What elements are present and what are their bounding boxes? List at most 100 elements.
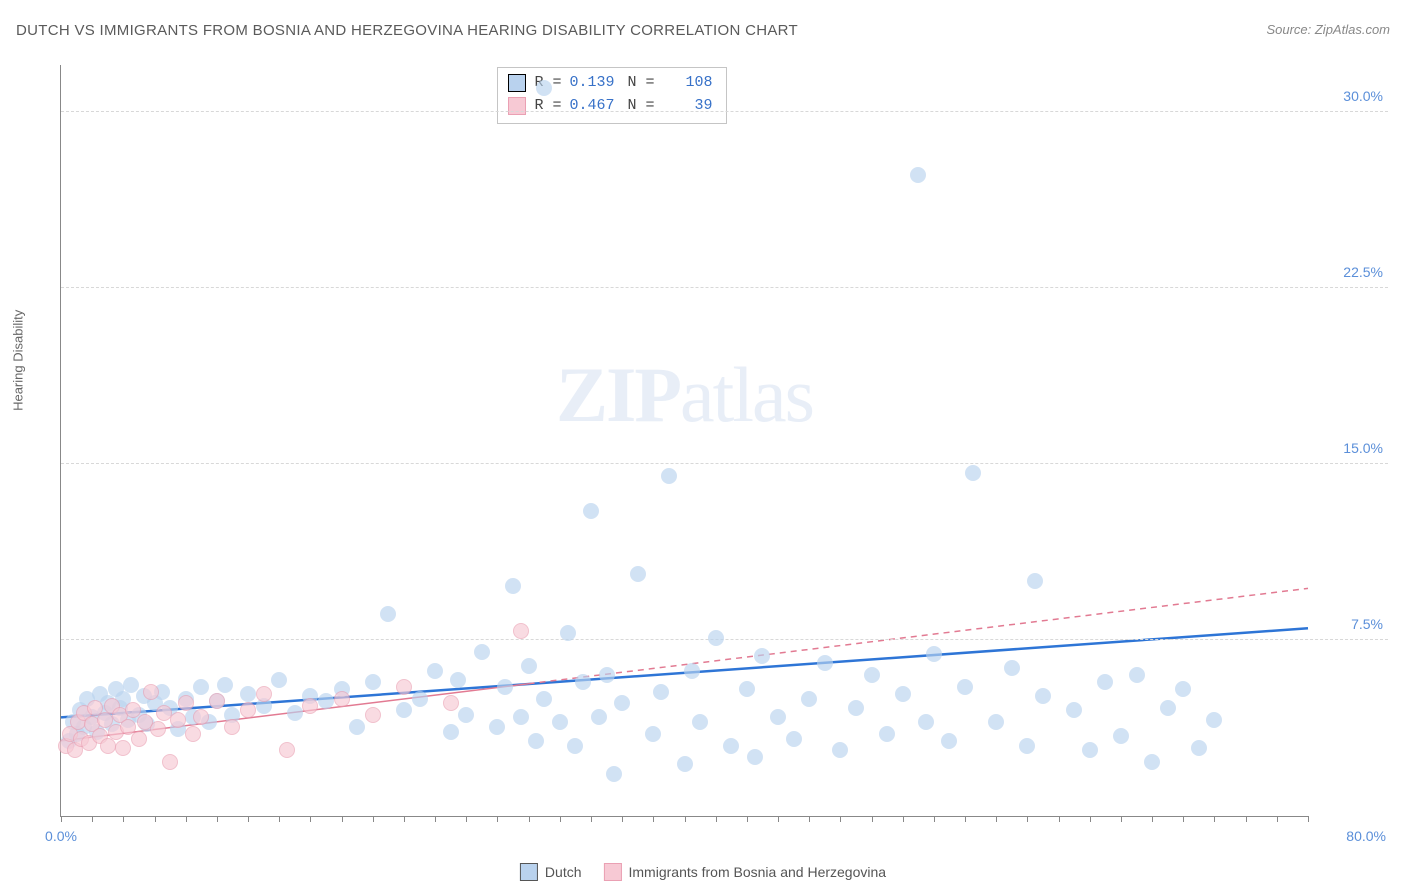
stat-r-label: R =	[534, 95, 561, 118]
data-point	[708, 630, 724, 646]
legend-item: Dutch	[520, 863, 582, 881]
data-point	[365, 674, 381, 690]
data-point	[747, 749, 763, 765]
stat-n-label: N =	[627, 72, 654, 95]
stats-row: R =0.467N =39	[508, 95, 712, 118]
data-point	[380, 606, 396, 622]
y-tick-label: 7.5%	[1351, 616, 1383, 632]
x-tick	[217, 816, 218, 822]
x-tick	[747, 816, 748, 822]
x-tick-label: 0.0%	[45, 828, 77, 844]
data-point	[240, 702, 256, 718]
x-tick	[310, 816, 311, 822]
data-point	[1004, 660, 1020, 676]
data-point	[926, 646, 942, 662]
data-point	[801, 691, 817, 707]
data-point	[1206, 712, 1222, 728]
data-point	[458, 707, 474, 723]
y-tick-label: 30.0%	[1343, 88, 1383, 104]
data-point	[1113, 728, 1129, 744]
data-point	[170, 712, 186, 728]
data-point	[575, 674, 591, 690]
data-point	[131, 731, 147, 747]
data-point	[653, 684, 669, 700]
data-point	[786, 731, 802, 747]
data-point	[560, 625, 576, 641]
data-point	[630, 566, 646, 582]
stat-n-value: 108	[662, 72, 712, 95]
data-point	[287, 705, 303, 721]
data-point	[271, 672, 287, 688]
data-point	[334, 691, 350, 707]
data-point	[918, 714, 934, 730]
stat-r-value: 0.467	[569, 95, 619, 118]
x-tick	[996, 816, 997, 822]
data-point	[606, 766, 622, 782]
data-point	[661, 468, 677, 484]
data-point	[965, 465, 981, 481]
x-tick	[809, 816, 810, 822]
data-point	[692, 714, 708, 730]
data-point	[817, 655, 833, 671]
x-tick	[342, 816, 343, 822]
x-tick	[373, 816, 374, 822]
legend-swatch	[604, 863, 622, 881]
x-tick	[404, 816, 405, 822]
data-point	[1191, 740, 1207, 756]
data-point	[864, 667, 880, 683]
gridline	[61, 287, 1388, 288]
data-point	[365, 707, 381, 723]
x-tick	[934, 816, 935, 822]
data-point	[497, 679, 513, 695]
data-point	[318, 693, 334, 709]
data-point	[723, 738, 739, 754]
x-tick	[903, 816, 904, 822]
chart-container: Hearing Disability ZIPatlas R =0.139N =1…	[48, 55, 1388, 852]
data-point	[591, 709, 607, 725]
y-tick-label: 22.5%	[1343, 264, 1383, 280]
data-point	[185, 726, 201, 742]
data-point	[224, 719, 240, 735]
data-point	[1066, 702, 1082, 718]
stats-box: R =0.139N =108R =0.467N =39	[497, 67, 727, 124]
data-point	[240, 686, 256, 702]
x-tick	[279, 816, 280, 822]
data-point	[489, 719, 505, 735]
gridline	[61, 111, 1388, 112]
legend-label: Immigrants from Bosnia and Herzegovina	[629, 864, 887, 880]
data-point	[100, 738, 116, 754]
x-tick	[497, 816, 498, 822]
x-tick	[435, 816, 436, 822]
x-tick	[529, 816, 530, 822]
data-point	[279, 742, 295, 758]
data-point	[941, 733, 957, 749]
data-point	[115, 740, 131, 756]
data-point	[754, 648, 770, 664]
x-tick	[1121, 816, 1122, 822]
data-point	[583, 503, 599, 519]
data-point	[645, 726, 661, 742]
legend-swatch	[508, 74, 526, 92]
data-point	[677, 756, 693, 772]
data-point	[684, 663, 700, 679]
data-point	[349, 719, 365, 735]
data-point	[1082, 742, 1098, 758]
data-point	[143, 684, 159, 700]
data-point	[957, 679, 973, 695]
stat-n-value: 39	[662, 95, 712, 118]
x-tick	[1277, 816, 1278, 822]
legend-item: Immigrants from Bosnia and Herzegovina	[604, 863, 887, 881]
x-tick	[155, 816, 156, 822]
x-tick	[466, 816, 467, 822]
x-tick	[123, 816, 124, 822]
data-point	[412, 691, 428, 707]
x-tick	[1152, 816, 1153, 822]
data-point	[528, 733, 544, 749]
data-point	[217, 677, 233, 693]
data-point	[427, 663, 443, 679]
legend-swatch	[520, 863, 538, 881]
chart-source: Source: ZipAtlas.com	[1266, 22, 1390, 37]
data-point	[396, 702, 412, 718]
x-tick	[778, 816, 779, 822]
data-point	[505, 578, 521, 594]
